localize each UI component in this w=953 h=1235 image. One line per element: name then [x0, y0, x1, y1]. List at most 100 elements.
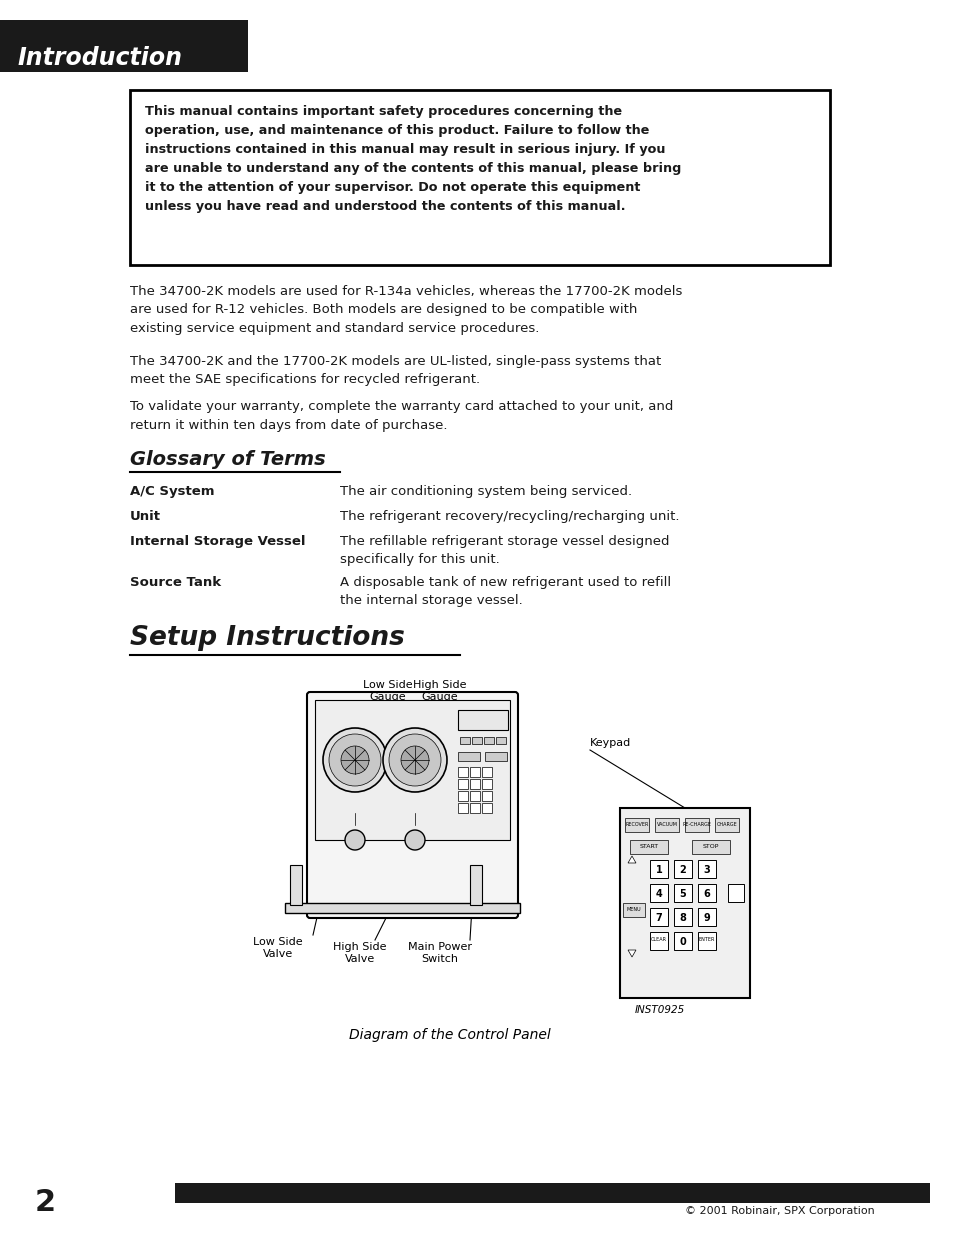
- Bar: [714, 818, 739, 832]
- Text: ENTER: ENTER: [699, 937, 715, 942]
- Bar: [483, 737, 494, 743]
- Circle shape: [329, 734, 380, 785]
- Bar: [684, 818, 708, 832]
- Text: RECOVER: RECOVER: [624, 823, 648, 827]
- Text: CLEAR: CLEAR: [650, 937, 666, 942]
- Text: CHARGE: CHARGE: [716, 823, 737, 827]
- Text: The refillable refrigerant storage vessel designed
specifically for this unit.: The refillable refrigerant storage vesse…: [339, 535, 669, 566]
- Bar: [481, 803, 492, 813]
- Bar: [481, 790, 492, 802]
- Polygon shape: [627, 856, 636, 863]
- Bar: [629, 840, 667, 853]
- Text: High Side
Gauge: High Side Gauge: [413, 680, 466, 703]
- Text: Low Side
Valve: Low Side Valve: [253, 937, 302, 960]
- Bar: [174, 1183, 929, 1203]
- Bar: [673, 932, 691, 950]
- Text: Source Tank: Source Tank: [130, 576, 221, 589]
- Text: A disposable tank of new refrigerant used to refill
the internal storage vessel.: A disposable tank of new refrigerant use…: [339, 576, 670, 606]
- Text: 5: 5: [679, 889, 685, 899]
- Bar: [472, 737, 481, 743]
- Text: START: START: [639, 844, 658, 848]
- Text: 2: 2: [35, 1188, 56, 1216]
- Bar: [698, 932, 716, 950]
- Text: RE-CHARGE: RE-CHARGE: [681, 823, 711, 827]
- Bar: [457, 767, 468, 777]
- Bar: [622, 903, 644, 918]
- Text: Glossary of Terms: Glossary of Terms: [130, 450, 325, 469]
- Text: Main Power
Switch: Main Power Switch: [408, 942, 472, 965]
- Circle shape: [323, 727, 387, 792]
- Text: © 2001 Robinair, SPX Corporation: © 2001 Robinair, SPX Corporation: [684, 1207, 874, 1216]
- Circle shape: [340, 746, 369, 774]
- Text: 3: 3: [703, 864, 710, 876]
- Text: The 34700-2K models are used for R-134a vehicles, whereas the 17700-2K models
ar: The 34700-2K models are used for R-134a …: [130, 285, 681, 335]
- Bar: [470, 803, 479, 813]
- Bar: [496, 737, 505, 743]
- Bar: [673, 908, 691, 926]
- Bar: [457, 710, 507, 730]
- Bar: [470, 779, 479, 789]
- Bar: [470, 790, 479, 802]
- Circle shape: [345, 830, 365, 850]
- Bar: [624, 818, 648, 832]
- Text: 8: 8: [679, 913, 686, 923]
- Text: Diagram of the Control Panel: Diagram of the Control Panel: [349, 1028, 550, 1042]
- Bar: [619, 808, 749, 998]
- Bar: [470, 767, 479, 777]
- Circle shape: [395, 740, 435, 781]
- Text: MENU: MENU: [626, 906, 640, 911]
- Text: Introduction: Introduction: [18, 46, 183, 70]
- Bar: [248, 20, 953, 72]
- Text: 6: 6: [703, 889, 710, 899]
- Text: Unit: Unit: [130, 510, 161, 522]
- Bar: [727, 884, 743, 902]
- Circle shape: [400, 746, 429, 774]
- Bar: [457, 779, 468, 789]
- Text: A/C System: A/C System: [130, 485, 214, 498]
- Bar: [649, 860, 667, 878]
- Text: 1: 1: [655, 864, 661, 876]
- Bar: [314, 700, 510, 840]
- Text: 0: 0: [679, 937, 685, 947]
- Polygon shape: [627, 950, 636, 957]
- Text: 2: 2: [679, 864, 685, 876]
- Text: Internal Storage Vessel: Internal Storage Vessel: [130, 535, 305, 548]
- Text: The refrigerant recovery/recycling/recharging unit.: The refrigerant recovery/recycling/recha…: [339, 510, 679, 522]
- Bar: [285, 903, 519, 913]
- Circle shape: [405, 830, 424, 850]
- Bar: [470, 864, 481, 905]
- Text: STOP: STOP: [702, 844, 719, 848]
- Bar: [459, 737, 470, 743]
- Text: VACUUM: VACUUM: [656, 823, 677, 827]
- Circle shape: [389, 734, 440, 785]
- Bar: [481, 767, 492, 777]
- Text: To validate your warranty, complete the warranty card attached to your unit, and: To validate your warranty, complete the …: [130, 400, 673, 431]
- Circle shape: [335, 740, 375, 781]
- Text: Low Side
Gauge: Low Side Gauge: [363, 680, 413, 703]
- Bar: [673, 884, 691, 902]
- Bar: [484, 752, 506, 761]
- Text: The 34700-2K and the 17700-2K models are UL-listed, single-pass systems that
mee: The 34700-2K and the 17700-2K models are…: [130, 354, 660, 387]
- Bar: [649, 884, 667, 902]
- Bar: [698, 860, 716, 878]
- Bar: [698, 908, 716, 926]
- Bar: [649, 908, 667, 926]
- Bar: [457, 790, 468, 802]
- Text: This manual contains important safety procedures concerning the
operation, use, : This manual contains important safety pr…: [145, 105, 680, 212]
- Text: 9: 9: [703, 913, 710, 923]
- Bar: [457, 803, 468, 813]
- Text: The air conditioning system being serviced.: The air conditioning system being servic…: [339, 485, 632, 498]
- FancyBboxPatch shape: [307, 692, 517, 918]
- Text: High Side
Valve: High Side Valve: [333, 942, 386, 965]
- Text: INST0925: INST0925: [634, 1005, 684, 1015]
- Bar: [481, 779, 492, 789]
- Text: Keypad: Keypad: [589, 739, 631, 748]
- Text: 4: 4: [655, 889, 661, 899]
- Bar: [457, 752, 479, 761]
- Bar: [698, 884, 716, 902]
- Bar: [655, 818, 679, 832]
- Bar: [691, 840, 729, 853]
- Bar: [0, 20, 953, 72]
- Bar: [673, 860, 691, 878]
- Bar: [290, 864, 302, 905]
